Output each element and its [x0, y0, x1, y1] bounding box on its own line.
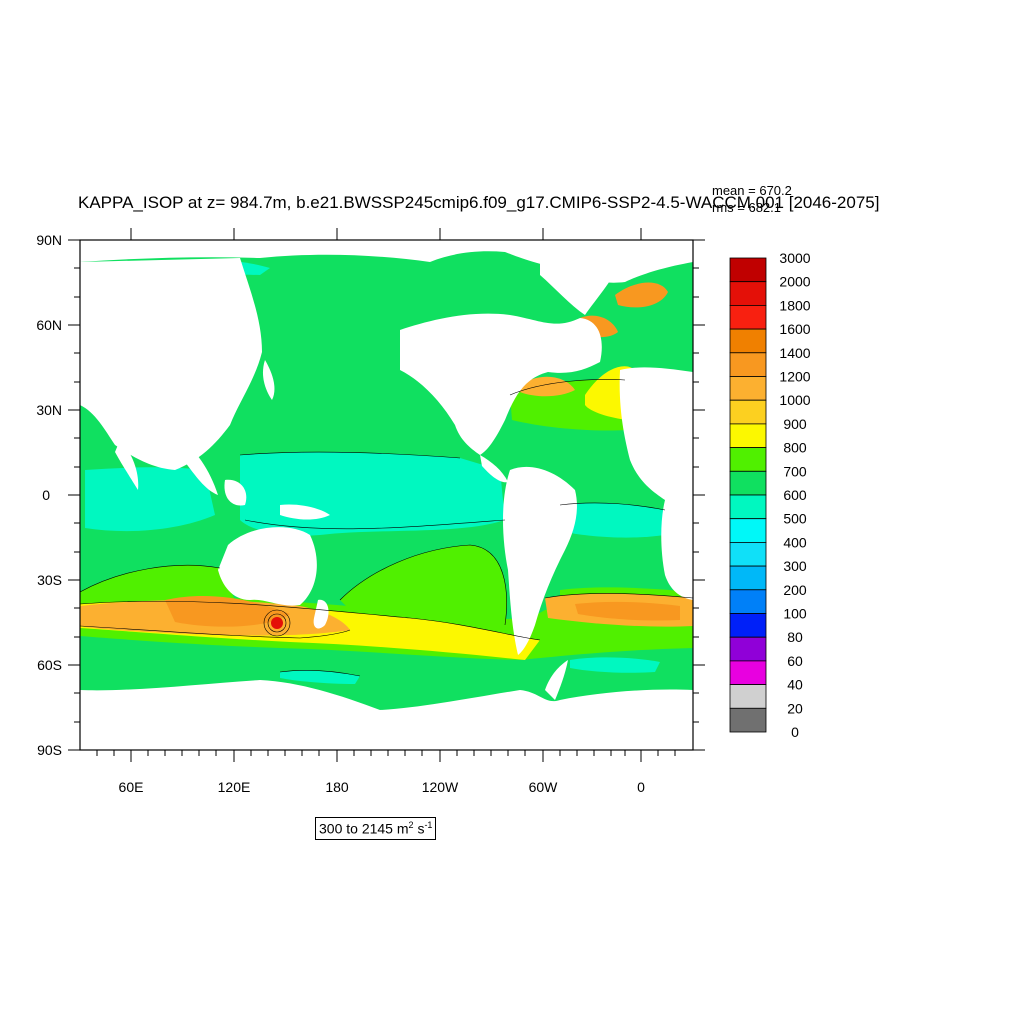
colorbar-label: 700	[783, 463, 807, 479]
lat-label: 30N	[36, 402, 62, 418]
colorbar-swatch	[729, 352, 767, 377]
lat-label: 30S	[37, 572, 62, 588]
range-unit-s: s	[417, 820, 425, 837]
lon-label: 0	[637, 779, 645, 795]
colorbar-label: 500	[783, 511, 807, 527]
lat-label: 0	[42, 487, 50, 503]
range-unit-m-exp: 2	[408, 820, 414, 830]
range-label: 300 to 2145 m2 s-1	[315, 817, 437, 840]
land-newguinea	[280, 504, 330, 520]
colorbar-swatch	[729, 636, 767, 662]
lat-axis: 90N 60N 30N 0 30S 60S 90S	[36, 232, 705, 758]
colorbar-label: 40	[787, 677, 803, 693]
colorbar-swatch	[729, 447, 767, 472]
colorbar-swatch	[729, 304, 767, 330]
colorbar-swatch	[729, 376, 767, 401]
lon-label: 60E	[119, 779, 144, 795]
colorbar-label: 1400	[779, 345, 810, 361]
colorbar-swatch	[729, 660, 767, 686]
colorbar-label: 400	[783, 534, 807, 550]
colorbar-label: 300	[783, 558, 807, 574]
south-pacific-teal	[280, 670, 360, 684]
lon-label: 60W	[529, 779, 559, 795]
colorbar-swatch	[729, 613, 767, 638]
range-values: 300 to 2145	[319, 820, 393, 837]
lat-label: 90N	[36, 232, 62, 248]
colorbar: 3000200018001600140012001000900800700600…	[729, 250, 811, 740]
colorbar-swatch	[729, 423, 767, 448]
stats-block: mean = 670.2 rms = 682.1	[712, 182, 792, 216]
colorbar-label: 60	[787, 653, 803, 669]
south-indian-700	[80, 565, 235, 602]
land-greenland	[540, 250, 620, 315]
land-north-america	[400, 313, 602, 455]
colorbar-swatch	[729, 470, 767, 496]
colorbar-swatch	[729, 494, 767, 520]
colorbar-label: 2000	[779, 274, 810, 290]
land-africa	[619, 367, 693, 600]
land-japan	[262, 360, 275, 400]
colorbar-swatch	[729, 281, 767, 306]
equatorial-band-indian	[85, 467, 215, 532]
weddell-teal	[570, 657, 660, 673]
land-antarctica	[80, 680, 693, 750]
norwegian-1200	[615, 282, 668, 308]
colorbar-swatch	[729, 328, 767, 354]
colorbar-swatch	[729, 565, 767, 591]
colorbar-label: 0	[791, 724, 799, 740]
colorbar-label: 3000	[779, 250, 810, 266]
land-india	[115, 440, 139, 490]
colorbar-label: 1000	[779, 392, 810, 408]
tasman-peak	[271, 617, 283, 629]
colorbar-label: 20	[787, 700, 803, 716]
colorbar-label: 800	[783, 440, 807, 456]
colorbar-swatch	[729, 684, 767, 709]
lon-label: 120W	[422, 779, 459, 795]
colorbar-label: 1800	[779, 297, 810, 313]
lat-label: 60S	[37, 657, 62, 673]
atlantic-belt-1200	[575, 601, 680, 621]
colorbar-swatch	[729, 707, 767, 733]
colorbar-label: 1200	[779, 369, 810, 385]
lon-axis: 60E 120E 180 120W 60W 0	[96, 228, 676, 795]
land-south-america	[503, 466, 577, 655]
colorbar-swatch	[729, 257, 767, 283]
colorbar-label: 1600	[779, 321, 810, 337]
land-newzealand	[313, 599, 329, 629]
lon-label: 180	[325, 779, 349, 795]
equatorial-band-atlantic	[560, 502, 665, 538]
colorbar-swatch	[729, 399, 767, 425]
colorbar-swatch	[729, 518, 767, 543]
colorbar-label: 100	[783, 606, 807, 622]
colorbar-label: 80	[787, 629, 803, 645]
land-asia	[80, 258, 262, 470]
colorbar-swatch	[729, 542, 767, 567]
colorbar-swatch	[729, 589, 767, 614]
land-borneo	[224, 479, 247, 506]
land-antarctic-peninsula	[545, 660, 568, 700]
lat-label: 60N	[36, 317, 62, 333]
plot-title: KAPPA_ISOP at z= 984.7m, b.e21.BWSSP245c…	[78, 193, 880, 212]
colorbar-label: 200	[783, 582, 807, 598]
south-pacific-700	[340, 545, 507, 625]
colorbar-label: 900	[783, 416, 807, 432]
land-masses	[80, 240, 693, 750]
land-indochina	[180, 440, 218, 495]
lat-label: 90S	[37, 742, 62, 758]
colorbar-label: 600	[783, 487, 807, 503]
land-central-america	[480, 455, 508, 483]
land-australia	[218, 527, 317, 606]
land-eurasia-north	[80, 240, 693, 283]
ocean-field	[80, 240, 693, 750]
mean-stat: mean = 670.2	[712, 183, 792, 198]
contour-lines	[80, 379, 693, 677]
rms-stat: rms = 682.1	[712, 200, 782, 215]
southern-belt-1200	[165, 595, 290, 627]
lon-label: 120E	[218, 779, 251, 795]
range-unit-m: m	[396, 820, 409, 837]
gulf-stream-1000	[520, 376, 575, 397]
range-unit-s-exp: -1	[424, 820, 433, 830]
